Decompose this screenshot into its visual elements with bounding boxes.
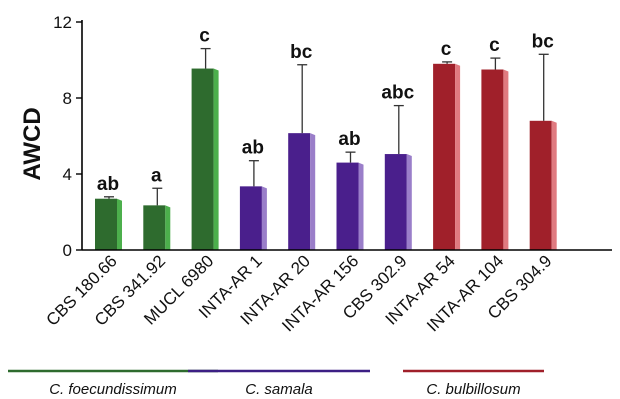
- significance-labels: ab a c ab bc ab abc c c bc: [97, 26, 554, 195]
- significance-label: abc: [381, 83, 414, 104]
- bar-side: [406, 154, 412, 250]
- error-bar: [345, 151, 356, 163]
- significance-label: c: [199, 26, 210, 47]
- significance-label: c: [441, 39, 452, 60]
- error-bars: [104, 47, 549, 206]
- significance-label: ab: [242, 138, 264, 159]
- species-group-label: C. samala: [245, 381, 313, 398]
- bar-side: [455, 63, 461, 250]
- error-bar: [104, 196, 114, 199]
- species-groups: C. foecundissimum C. samala C. bulbillosum: [8, 369, 544, 398]
- bar-side: [165, 205, 171, 250]
- bar: [191, 68, 219, 250]
- significance-label: ab: [338, 129, 360, 150]
- bar-side: [551, 120, 557, 250]
- species-group: C. samala: [188, 369, 370, 398]
- significance-label: bc: [290, 42, 313, 63]
- bar-side: [358, 162, 364, 250]
- error-bar: [538, 53, 549, 121]
- y-tick-label: 8: [63, 89, 72, 108]
- error-bar: [297, 64, 308, 134]
- bars: [95, 63, 557, 250]
- bar-front: [239, 186, 262, 250]
- bar-front: [433, 63, 456, 250]
- y-axis: 0 4 8 12: [53, 13, 83, 260]
- bar-front: [95, 198, 117, 250]
- bar-front: [481, 69, 504, 250]
- error-bar: [442, 61, 453, 64]
- bar: [143, 205, 171, 250]
- bar: [481, 69, 509, 250]
- error-bar: [393, 104, 404, 155]
- bar: [336, 162, 364, 250]
- significance-label: bc: [532, 31, 555, 52]
- bar-front: [529, 120, 552, 250]
- bar-side: [503, 69, 509, 250]
- significance-label: c: [489, 35, 500, 56]
- bar: [433, 63, 461, 250]
- species-group-label: C. bulbillosum: [426, 381, 520, 398]
- error-bar: [490, 57, 501, 70]
- bar-side: [213, 68, 219, 250]
- species-group: C. bulbillosum: [403, 369, 544, 398]
- bar-side: [310, 133, 316, 250]
- bar-front: [143, 205, 166, 250]
- species-group-label: C. foecundissimum: [49, 381, 177, 398]
- bar-front: [336, 162, 359, 250]
- error-bar: [152, 187, 163, 206]
- y-tick-label: 4: [63, 165, 72, 184]
- error-bar: [200, 47, 211, 69]
- bar: [95, 198, 122, 250]
- bar: [529, 120, 557, 250]
- y-axis-label: AWCD: [19, 107, 46, 180]
- bar: [288, 133, 316, 250]
- species-group: C. foecundissimum: [8, 369, 218, 398]
- bar-side: [261, 186, 267, 250]
- bar: [384, 154, 412, 250]
- significance-label: a: [151, 165, 162, 186]
- error-bar: [248, 160, 259, 187]
- bar-front: [191, 68, 214, 250]
- bar-front: [288, 133, 311, 250]
- y-tick-label: 12: [53, 13, 72, 32]
- bar-front: [384, 154, 407, 250]
- bar: [239, 186, 267, 250]
- y-tick-label: 0: [63, 241, 72, 260]
- bar-side: [117, 198, 122, 250]
- significance-label: ab: [97, 174, 119, 195]
